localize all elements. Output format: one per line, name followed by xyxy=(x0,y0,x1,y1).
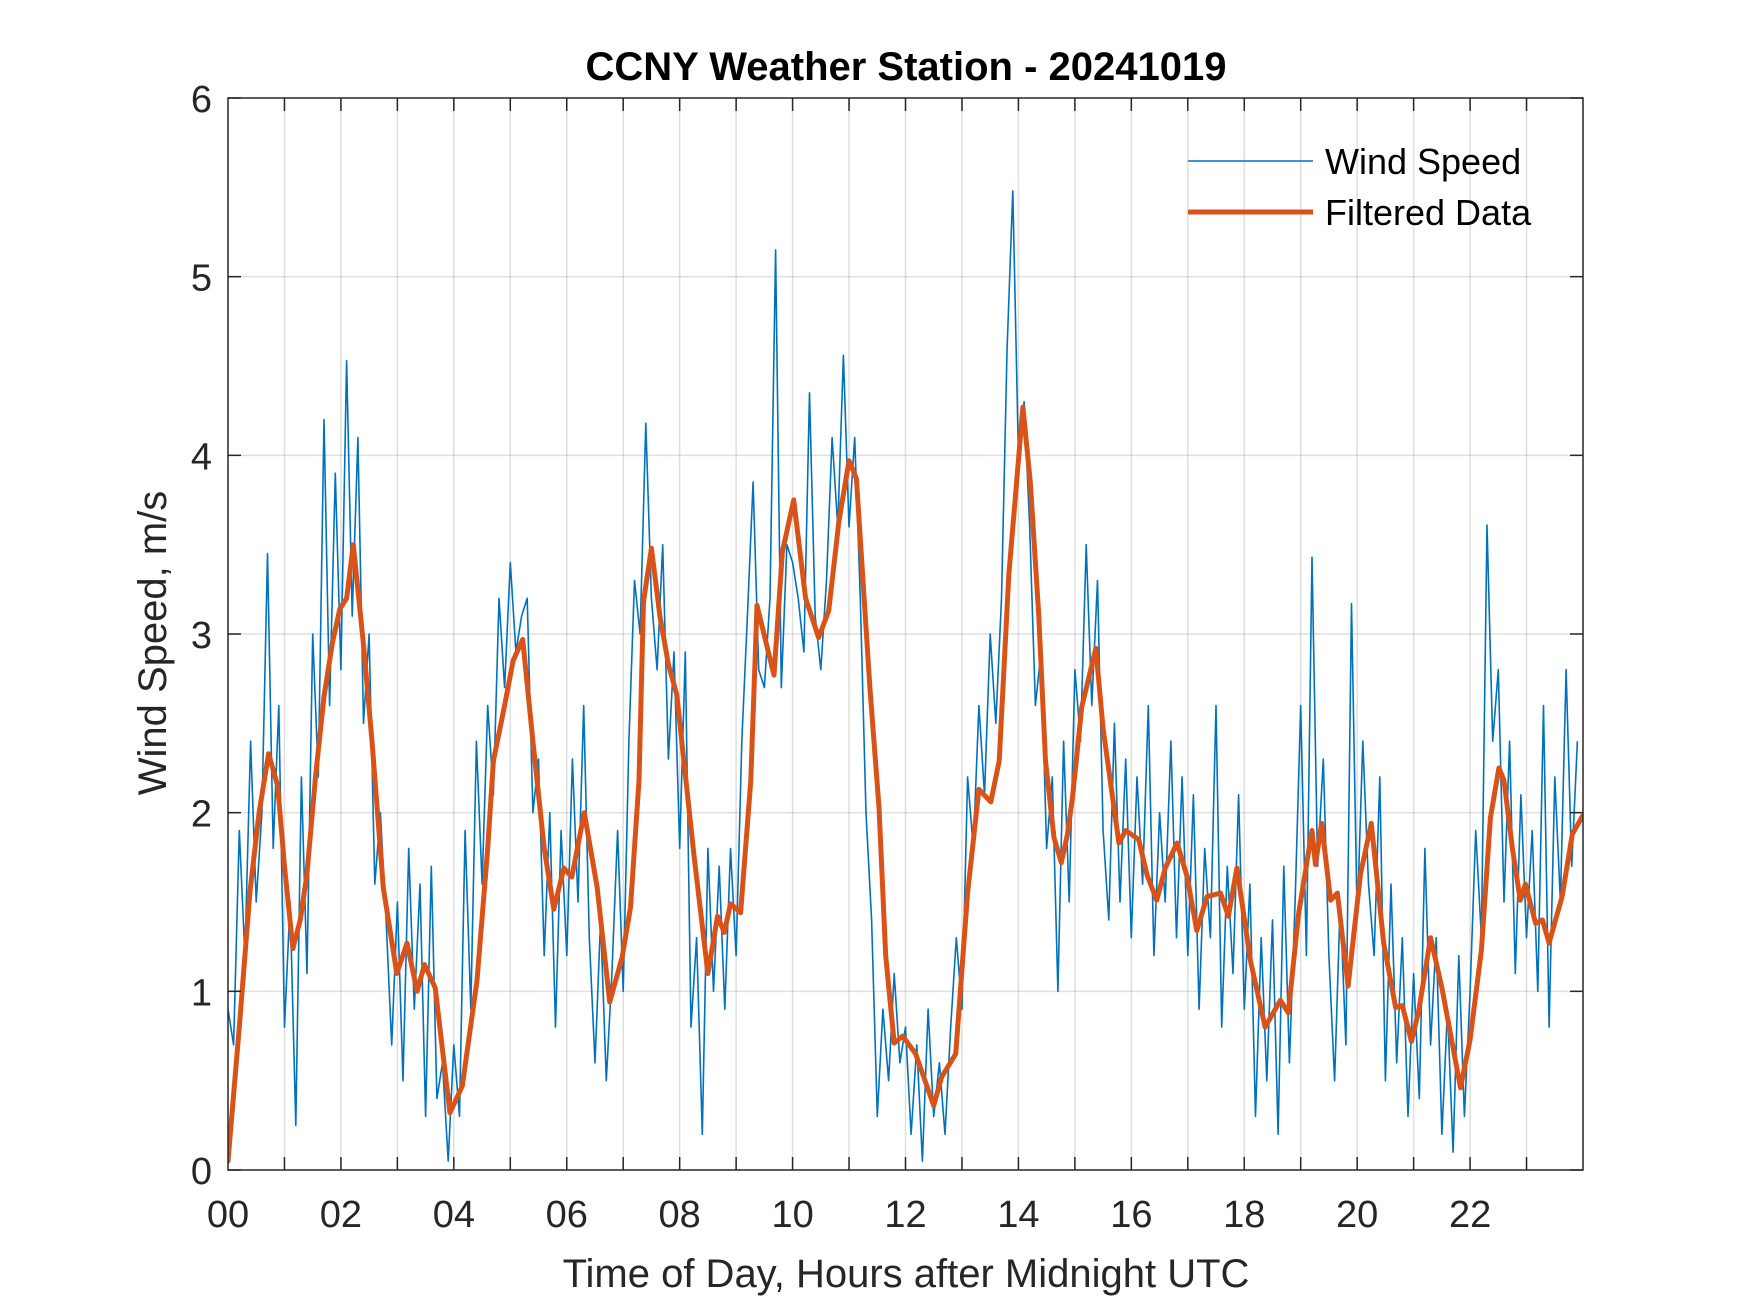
y-tick-label: 4 xyxy=(191,436,212,478)
x-tick-label: 10 xyxy=(771,1194,813,1236)
y-tick-label: 1 xyxy=(191,972,212,1014)
y-tick-label: 6 xyxy=(191,79,212,121)
x-tick-label: 18 xyxy=(1223,1194,1265,1236)
series-wind-speed-line xyxy=(228,190,1579,1162)
legend-label-filtered-data: Filtered Data xyxy=(1325,192,1532,233)
grid xyxy=(228,98,1583,1170)
x-axis-label: Time of Day, Hours after Midnight UTC xyxy=(563,1252,1250,1296)
x-tick-label: 16 xyxy=(1110,1194,1152,1236)
x-tick-label: 20 xyxy=(1336,1194,1378,1236)
y-tick-label: 0 xyxy=(191,1151,212,1193)
x-tick-labels: 00 02 04 06 08 10 12 14 16 18 20 22 xyxy=(207,1194,1491,1236)
ticks xyxy=(228,97,1583,1171)
x-tick-label: 12 xyxy=(884,1194,926,1236)
y-tick-labels: 0 1 2 3 4 5 6 xyxy=(191,79,212,1193)
x-tick-label: 02 xyxy=(320,1194,362,1236)
x-tick-label: 00 xyxy=(207,1194,249,1236)
x-tick-label: 22 xyxy=(1449,1194,1491,1236)
y-tick-label: 5 xyxy=(191,258,212,300)
x-tick-label: 06 xyxy=(546,1194,588,1236)
y-tick-label: 3 xyxy=(191,615,212,657)
legend-label-wind-speed: Wind Speed xyxy=(1325,141,1521,182)
x-tick-label: 14 xyxy=(997,1194,1039,1236)
y-tick-label: 2 xyxy=(191,794,212,836)
x-tick-label: 04 xyxy=(433,1194,475,1236)
x-tick-label: 08 xyxy=(659,1194,701,1236)
series-filtered-data-line xyxy=(228,404,1583,1164)
y-axis-label: Wind Speed, m/s xyxy=(131,491,175,796)
legend: Wind Speed Filtered Data xyxy=(1188,141,1532,233)
plot-area xyxy=(228,98,1583,1170)
chart-title: CCNY Weather Station - 20241019 xyxy=(586,45,1227,89)
